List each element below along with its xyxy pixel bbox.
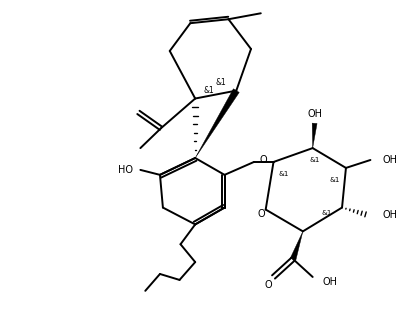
Text: &1: &1 — [215, 78, 226, 87]
Text: OH: OH — [322, 277, 338, 287]
Text: OH: OH — [307, 109, 322, 120]
Text: O: O — [265, 280, 272, 290]
Text: &1: &1 — [278, 171, 288, 177]
Text: &1: &1 — [204, 86, 214, 95]
Text: HO: HO — [117, 165, 133, 175]
Text: OH: OH — [382, 210, 397, 221]
Text: O: O — [260, 155, 267, 165]
Polygon shape — [290, 231, 303, 260]
Text: &1: &1 — [321, 210, 332, 216]
Text: OH: OH — [382, 155, 397, 165]
Polygon shape — [195, 89, 239, 158]
Text: O: O — [258, 209, 265, 218]
Polygon shape — [312, 123, 317, 148]
Text: &1: &1 — [310, 157, 320, 163]
Text: &1: &1 — [329, 177, 339, 183]
